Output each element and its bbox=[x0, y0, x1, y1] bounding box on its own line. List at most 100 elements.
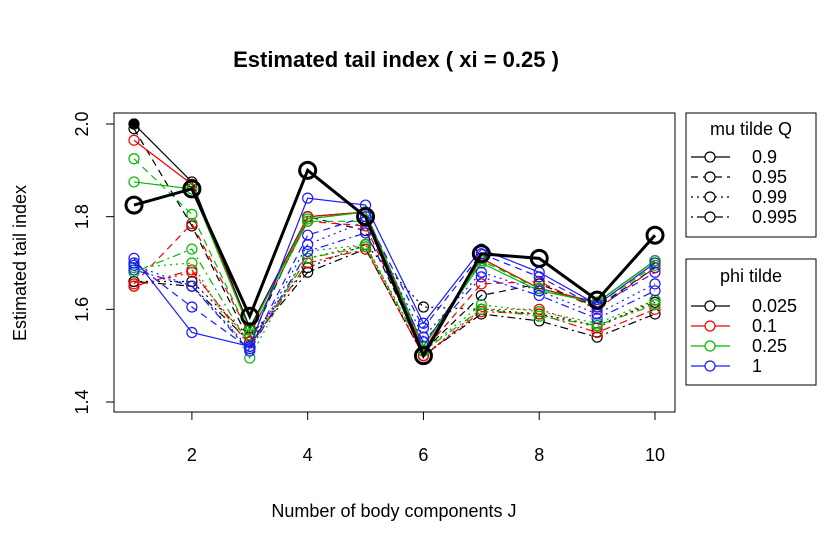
series-line bbox=[133, 248, 656, 357]
data-point bbox=[302, 238, 314, 251]
data-point bbox=[587, 290, 607, 310]
data-point bbox=[649, 303, 661, 315]
data-point bbox=[649, 278, 661, 290]
data-point bbox=[124, 195, 144, 215]
data-point bbox=[186, 208, 198, 220]
legend-mu-marker bbox=[704, 171, 716, 183]
data-point bbox=[475, 278, 487, 290]
data-point bbox=[417, 322, 430, 334]
data-point bbox=[182, 179, 202, 199]
data-point bbox=[186, 326, 198, 339]
series-line bbox=[133, 197, 656, 348]
data-point bbox=[302, 192, 314, 204]
legend-mu-marker bbox=[704, 211, 716, 223]
data-point bbox=[302, 252, 314, 264]
data-point bbox=[471, 244, 491, 264]
legend-mu: mu tilde Q 0.90.950.990.995 bbox=[685, 112, 817, 238]
legend-mu-label: 0.95 bbox=[752, 167, 787, 187]
legend-mu-label: 0.99 bbox=[752, 187, 787, 207]
legend-phi-title: phi tilde bbox=[720, 266, 782, 286]
data-point bbox=[298, 160, 318, 180]
data-point bbox=[475, 271, 487, 283]
y-tick-label: 2.0 bbox=[72, 111, 92, 136]
series-1-0.95 bbox=[128, 211, 661, 355]
legend-phi-marker bbox=[704, 340, 716, 352]
legend-phi-marker bbox=[704, 360, 716, 372]
legend-phi-entry: 0.25 bbox=[691, 336, 787, 356]
data-point bbox=[359, 227, 372, 239]
data-point bbox=[591, 331, 603, 343]
series-line bbox=[133, 220, 656, 350]
series-0.025-0.9-bold bbox=[124, 160, 665, 366]
x-tick-label: 4 bbox=[303, 445, 313, 465]
series-layer bbox=[124, 118, 665, 366]
data-point bbox=[533, 310, 545, 322]
legend-mu-entry: 0.995 bbox=[691, 207, 797, 227]
legend-mu-marker bbox=[704, 151, 716, 163]
y-tick-label: 1.4 bbox=[72, 389, 92, 414]
data-point bbox=[529, 248, 549, 268]
data-point bbox=[302, 215, 314, 227]
y-tick-label: 1.6 bbox=[72, 297, 92, 322]
data-point bbox=[359, 211, 372, 223]
data-point bbox=[186, 264, 198, 276]
data-point bbox=[244, 345, 256, 357]
data-point bbox=[302, 229, 314, 241]
legend-mu-title: mu tilde Q bbox=[710, 119, 792, 139]
legend-mu-entry: 0.95 bbox=[691, 167, 787, 187]
data-point bbox=[356, 207, 376, 227]
data-point bbox=[302, 266, 314, 278]
series-line bbox=[133, 248, 656, 357]
data-point bbox=[128, 134, 140, 146]
data-point bbox=[186, 280, 198, 292]
legend-mu-entry: 0.99 bbox=[691, 187, 787, 207]
data-point bbox=[302, 245, 314, 258]
legend-phi-label: 0.1 bbox=[752, 316, 777, 336]
legend-mu-marker bbox=[704, 191, 716, 203]
data-point bbox=[649, 308, 661, 320]
data-point bbox=[649, 285, 661, 297]
data-point bbox=[533, 271, 545, 283]
y-axis-label: Estimated tail index bbox=[10, 185, 30, 341]
x-axis-label: Number of body components J bbox=[271, 501, 516, 521]
legend-phi-label: 0.25 bbox=[752, 336, 787, 356]
data-point bbox=[186, 257, 198, 269]
data-point bbox=[359, 241, 372, 253]
legend-phi-entry: 0.025 bbox=[691, 296, 797, 316]
chart-title: Estimated tail index ( xi = 0.25 ) bbox=[233, 47, 559, 72]
x-tick-label: 10 bbox=[645, 445, 665, 465]
legend-phi-marker bbox=[704, 300, 716, 312]
data-point bbox=[649, 299, 661, 311]
series-line bbox=[133, 220, 656, 353]
data-point bbox=[128, 153, 140, 165]
data-point bbox=[186, 243, 198, 255]
data-point bbox=[186, 301, 198, 313]
data-point bbox=[413, 346, 433, 366]
x-axis: 2 4 6 8 10 bbox=[187, 411, 665, 465]
legend-phi-label: 1 bbox=[752, 356, 762, 376]
x-tick-label: 6 bbox=[418, 445, 428, 465]
data-point bbox=[240, 306, 260, 326]
legend-mu-label: 0.995 bbox=[752, 207, 797, 227]
data-point bbox=[417, 301, 430, 313]
series-line bbox=[133, 243, 656, 360]
data-point bbox=[645, 225, 665, 245]
legend-phi-entry: 1 bbox=[691, 356, 762, 376]
x-tick-label: 2 bbox=[187, 445, 197, 465]
data-point bbox=[128, 176, 140, 188]
legend-phi-label: 0.025 bbox=[752, 296, 797, 316]
data-point bbox=[128, 280, 140, 292]
data-point bbox=[475, 289, 487, 302]
legend-mu-entry: 0.9 bbox=[691, 147, 777, 167]
data-point bbox=[417, 331, 430, 343]
series-line bbox=[133, 215, 656, 350]
data-point bbox=[649, 266, 661, 278]
data-point bbox=[649, 257, 661, 269]
data-point bbox=[591, 313, 603, 325]
data-point bbox=[244, 352, 256, 364]
series-line bbox=[133, 167, 657, 360]
data-point bbox=[475, 303, 487, 315]
data-point bbox=[591, 326, 603, 339]
legend-phi-entry: 0.1 bbox=[691, 316, 777, 336]
